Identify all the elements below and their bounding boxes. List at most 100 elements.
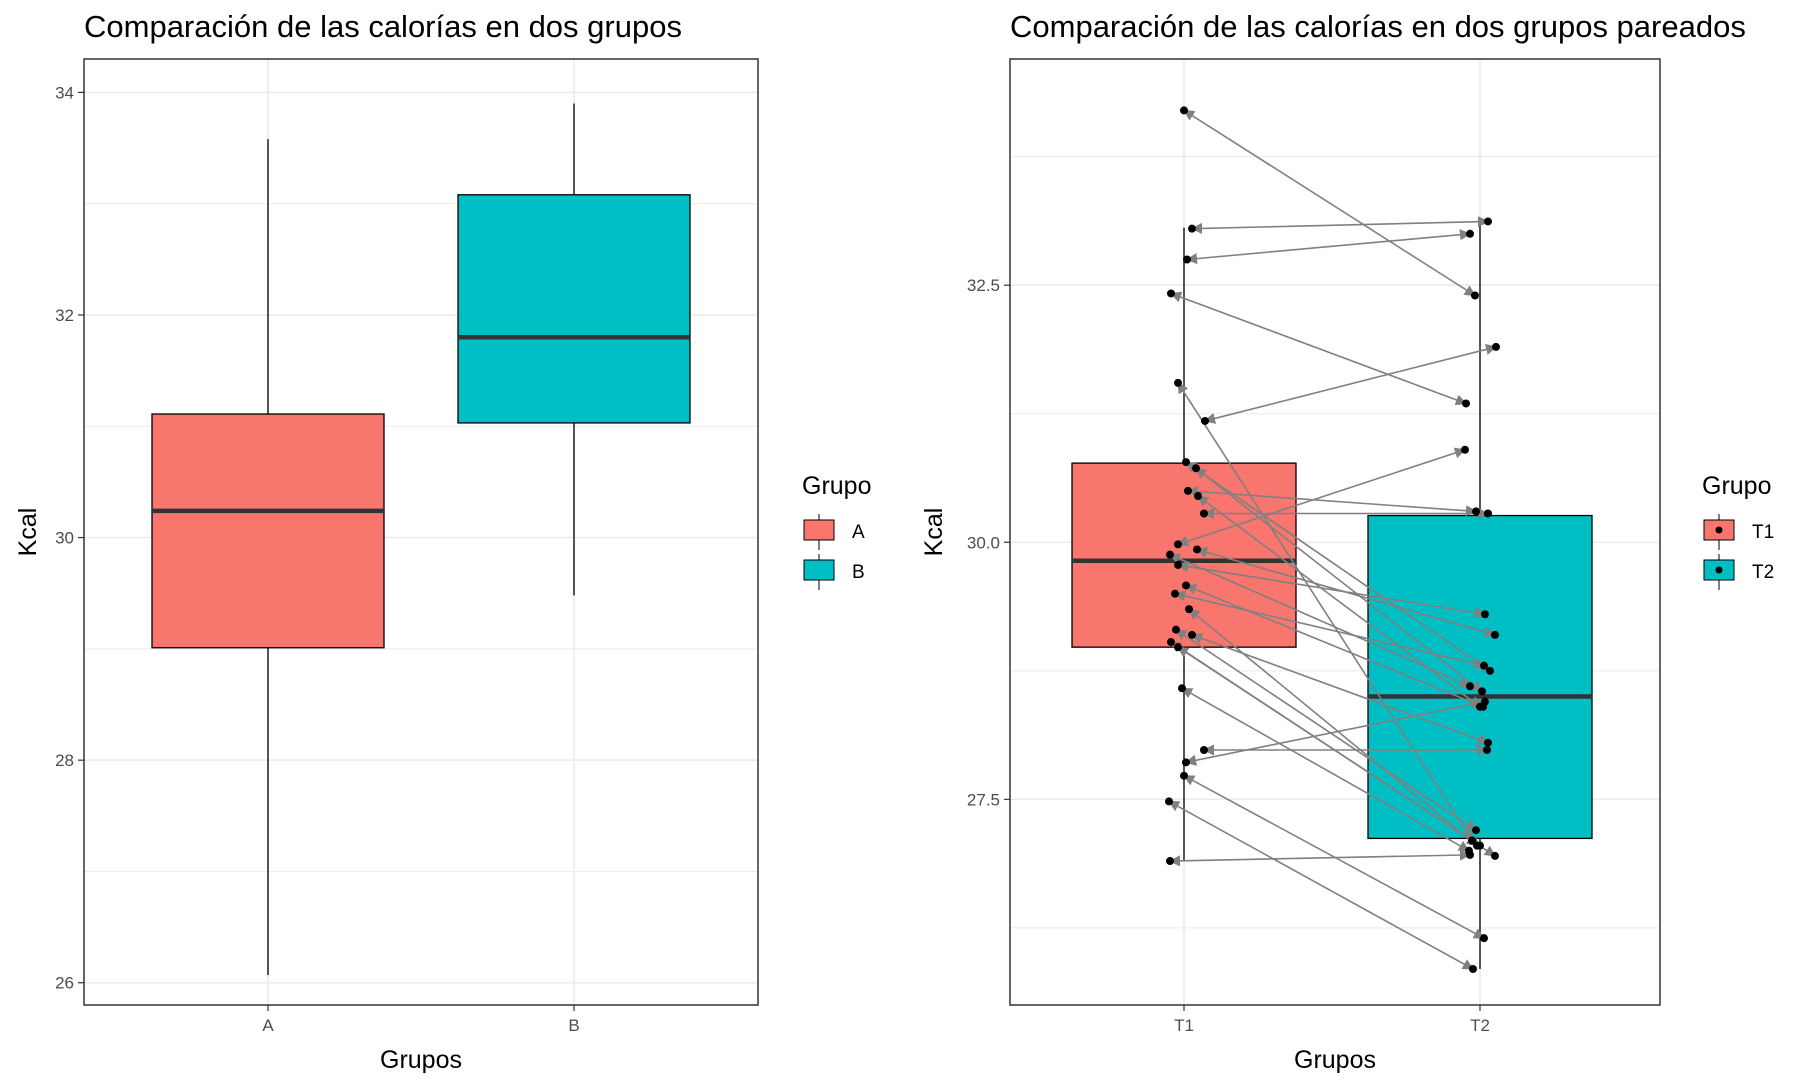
point-t1 bbox=[1178, 684, 1186, 693]
point-t2 bbox=[1486, 666, 1494, 675]
right-legend: Grupo T1 T2 bbox=[1702, 472, 1774, 590]
legend-item-label: A bbox=[852, 522, 865, 543]
point-t1 bbox=[1166, 550, 1174, 559]
right-x-tick-label: T1 bbox=[1174, 1016, 1194, 1035]
box-body bbox=[1367, 514, 1593, 840]
right-y-axis-label: Kcal bbox=[920, 508, 948, 557]
point-t2 bbox=[1468, 836, 1476, 845]
point-t2 bbox=[1484, 217, 1492, 226]
left-y-tick-label: 28 bbox=[55, 751, 74, 770]
pair-arrow bbox=[1190, 216, 1490, 235]
point-t1 bbox=[1183, 255, 1191, 264]
point-t2 bbox=[1476, 841, 1484, 850]
point-t1 bbox=[1174, 540, 1182, 549]
point-t1 bbox=[1192, 464, 1200, 473]
box-body bbox=[457, 194, 691, 424]
pair-arrow bbox=[1184, 698, 1487, 766]
left-y-tick-label: 26 bbox=[55, 974, 74, 993]
pair-arrow bbox=[1168, 800, 1474, 970]
point-t1 bbox=[1180, 771, 1188, 780]
left-boxes bbox=[151, 103, 691, 975]
point-t1 bbox=[1171, 589, 1179, 598]
point-t2 bbox=[1471, 291, 1479, 300]
point-t2 bbox=[1492, 342, 1500, 351]
point-t1 bbox=[1184, 486, 1192, 495]
point-t2 bbox=[1484, 738, 1492, 747]
legend-key-point bbox=[1715, 526, 1723, 534]
right-legend-item-T1: T1 bbox=[1703, 514, 1774, 550]
right-chart-title: Comparación de las calorías en dos grupo… bbox=[1010, 9, 1746, 44]
point-t2 bbox=[1462, 399, 1470, 408]
left-box-B bbox=[457, 103, 691, 596]
point-t1 bbox=[1165, 797, 1173, 806]
right-panel-border bbox=[1009, 58, 1661, 1006]
point-t2 bbox=[1481, 697, 1489, 706]
legend-key-swatch bbox=[803, 519, 835, 541]
right-chart: Comparación de las calorías en dos grupo… bbox=[920, 9, 1774, 1074]
pair-arrow bbox=[1183, 109, 1476, 297]
left-x-axis-label: Grupos bbox=[380, 1046, 462, 1074]
left-y-axis-label: Kcal bbox=[14, 508, 42, 557]
point-t1 bbox=[1174, 643, 1182, 652]
point-t1 bbox=[1172, 625, 1180, 634]
point-t1 bbox=[1188, 224, 1196, 233]
point-t1 bbox=[1193, 545, 1201, 554]
point-t1 bbox=[1174, 560, 1182, 569]
point-t2 bbox=[1461, 445, 1469, 454]
left-legend-title: Grupo bbox=[802, 472, 871, 500]
left-chart: Comparación de las calorías en dos grupo… bbox=[14, 9, 871, 1074]
left-legend-item-A: A bbox=[803, 514, 865, 550]
left-y-tick-label: 34 bbox=[55, 83, 74, 102]
box-body bbox=[151, 413, 385, 649]
legend-item-label: B bbox=[852, 562, 865, 583]
legend-item-label: T1 bbox=[1752, 522, 1774, 543]
right-x-axis: T1 T2 bbox=[1174, 1005, 1490, 1035]
point-t1 bbox=[1194, 492, 1202, 501]
point-t1 bbox=[1201, 416, 1209, 425]
left-x-tick-label: B bbox=[568, 1016, 579, 1035]
point-t2 bbox=[1484, 509, 1492, 518]
point-t2 bbox=[1466, 229, 1474, 238]
point-t2 bbox=[1472, 826, 1480, 835]
point-t1 bbox=[1180, 106, 1188, 115]
right-y-tick-label: 30.0 bbox=[967, 533, 1000, 552]
point-t2 bbox=[1472, 507, 1480, 516]
left-x-tick-label: A bbox=[262, 1016, 274, 1035]
left-y-axis: 26 28 30 32 34 bbox=[55, 83, 84, 993]
point-t2 bbox=[1469, 965, 1477, 974]
pair-arrow bbox=[1168, 849, 1472, 867]
pair-arrow bbox=[1185, 229, 1472, 265]
point-t1 bbox=[1167, 638, 1175, 647]
right-legend-item-T2: T2 bbox=[1703, 554, 1774, 590]
box-body bbox=[1071, 462, 1297, 648]
point-t1 bbox=[1188, 630, 1196, 639]
point-t2 bbox=[1491, 630, 1499, 639]
pair-arrow bbox=[1203, 343, 1498, 424]
right-x-axis-label: Grupos bbox=[1294, 1046, 1376, 1074]
point-t2 bbox=[1466, 682, 1474, 691]
left-box-A bbox=[151, 139, 385, 975]
point-t2 bbox=[1483, 745, 1491, 754]
point-t1 bbox=[1182, 581, 1190, 590]
point-t1 bbox=[1167, 289, 1175, 298]
left-y-tick-label: 30 bbox=[55, 529, 74, 548]
point-t1 bbox=[1182, 758, 1190, 767]
left-panel-border bbox=[83, 58, 759, 1006]
point-t2 bbox=[1480, 934, 1488, 943]
legend-item-label: T2 bbox=[1752, 562, 1774, 583]
point-t2 bbox=[1491, 851, 1499, 860]
point-t1 bbox=[1174, 378, 1182, 387]
point-t1 bbox=[1200, 509, 1208, 518]
right-legend-title: Grupo bbox=[1702, 472, 1771, 500]
point-t2 bbox=[1478, 687, 1486, 696]
legend-key-swatch bbox=[803, 559, 835, 581]
point-t1 bbox=[1182, 458, 1190, 467]
left-legend: Grupo AB bbox=[802, 472, 871, 590]
left-chart-title: Comparación de las calorías en dos grupo… bbox=[84, 9, 682, 44]
left-legend-item-B: B bbox=[803, 554, 865, 590]
point-t1 bbox=[1185, 605, 1193, 614]
pair-arrow bbox=[1176, 447, 1467, 547]
legend-key-point bbox=[1715, 566, 1723, 574]
